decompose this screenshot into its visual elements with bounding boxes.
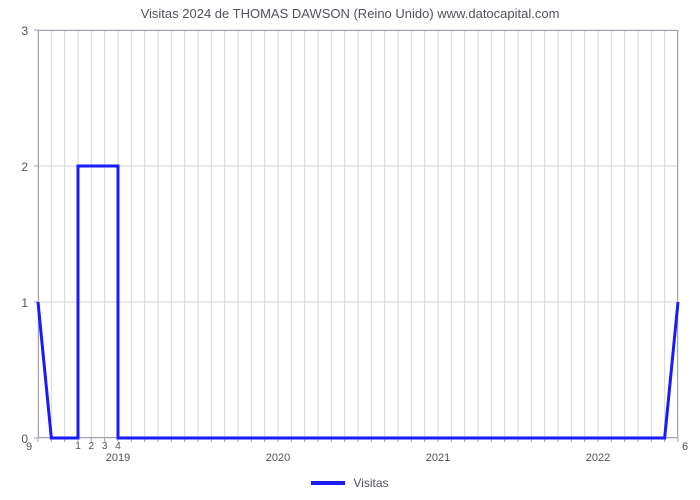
x-year-label: 2021 [426,452,450,464]
x-year-label: 2019 [106,452,130,464]
y-tick-label: 3 [0,24,28,38]
corner-label-bottom-left: 9 [26,441,32,453]
legend: Visitas [0,472,700,490]
legend-swatch [311,481,345,485]
x-month-label: 2 [89,441,95,452]
y-tick-label: 2 [0,160,28,174]
x-year-label: 2022 [586,452,610,464]
y-tick-label: 1 [0,296,28,310]
x-month-label: 3 [102,441,108,452]
x-month-label: 4 [115,441,121,452]
chart-plot [38,30,678,438]
corner-label-bottom-right: 6 [682,441,688,453]
x-month-label: 1 [75,441,81,452]
x-year-label: 2020 [266,452,290,464]
chart-title: Visitas 2024 de THOMAS DAWSON (Reino Uni… [0,6,700,21]
legend-label: Visitas [353,476,388,490]
y-tick-label: 0 [0,432,28,446]
